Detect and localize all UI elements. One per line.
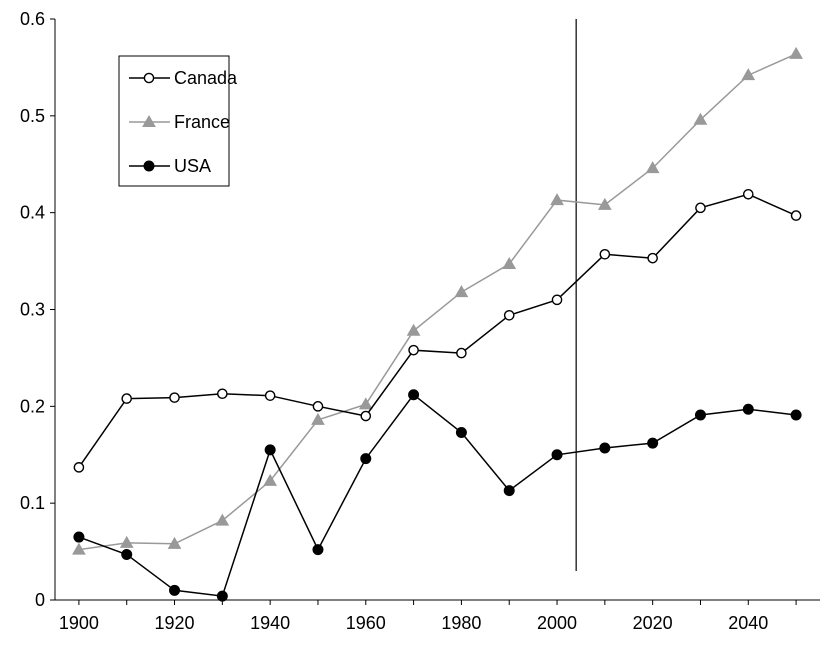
legend-marker-usa [143, 160, 155, 172]
legend-label-usa: USA [174, 156, 211, 176]
data-point-canada [169, 392, 180, 403]
data-point-canada [695, 202, 706, 214]
data-point-usa [264, 444, 276, 456]
data-point-usa [312, 544, 324, 556]
series-usa [73, 389, 802, 602]
data-point-france [167, 536, 182, 549]
y-tick-label: 0.6 [20, 9, 45, 29]
data-point-france [789, 46, 803, 59]
axes: 0 0.1 0.2 0.3 0.4 0.5 0.6 1900 1920 1940 1960 1980 2… [20, 9, 820, 633]
data-point-usa [121, 548, 133, 560]
x-tick-label: 1900 [59, 613, 99, 633]
y-tick-label: 0.4 [20, 203, 45, 223]
x-tick-label: 1940 [250, 613, 290, 633]
y-tick-label: 0.1 [20, 493, 45, 513]
data-point-canada [312, 401, 324, 412]
data-point-france [215, 513, 230, 526]
data-point-canada [408, 344, 419, 356]
y-tick-label: 0.5 [20, 106, 45, 126]
data-point-canada [121, 393, 133, 404]
data-point-usa [694, 409, 706, 421]
legend-label-canada: Canada [174, 68, 238, 88]
data-point-canada [551, 294, 563, 306]
data-point-usa [503, 485, 515, 497]
data-point-usa [742, 403, 754, 415]
data-point-france [72, 542, 86, 555]
legend-marker-france [142, 114, 156, 127]
y-tick-label: 0.3 [20, 300, 45, 320]
data-point-canada [73, 462, 85, 473]
x-tick-label: 1920 [155, 613, 195, 633]
series-line-canada [78, 193, 797, 468]
data-point-france [358, 397, 373, 410]
data-point-usa [216, 590, 228, 602]
series-line-usa [78, 393, 797, 597]
data-point-usa [599, 442, 611, 454]
data-point-canada [503, 310, 515, 321]
y-tick-label: 0 [35, 590, 45, 610]
data-point-usa [73, 531, 85, 543]
legend-label-france: France [174, 112, 230, 132]
legend-marker-canada [143, 72, 155, 84]
data-point-canada [456, 347, 467, 359]
data-point-canada [742, 188, 754, 200]
data-point-france [119, 535, 134, 548]
data-point-usa [169, 584, 181, 596]
data-point-france [693, 112, 708, 125]
data-point-canada [360, 410, 372, 422]
data-point-canada [264, 390, 276, 401]
data-point-canada [790, 210, 802, 221]
data-point-france [645, 161, 660, 174]
data-point-france [550, 193, 564, 206]
series-layer [72, 46, 803, 602]
x-tick-label: 2020 [633, 613, 673, 633]
series-canada [73, 188, 802, 473]
data-point-usa [408, 389, 420, 401]
data-point-france [502, 256, 517, 269]
x-tick-label: 1980 [441, 613, 481, 633]
data-point-canada [217, 388, 228, 400]
y-tick-label: 0.2 [20, 396, 45, 416]
data-point-canada [647, 252, 658, 264]
data-point-france [597, 197, 612, 210]
data-point-usa [455, 426, 467, 438]
legend-item-canada: Canada [129, 68, 238, 88]
x-tick-label: 1960 [346, 613, 386, 633]
legend-item-france: France [129, 112, 230, 132]
data-point-france [741, 68, 756, 81]
series-france [72, 46, 803, 555]
x-tick-label: 2000 [537, 613, 577, 633]
x-tick-label: 2040 [728, 613, 768, 633]
data-point-france [454, 285, 469, 298]
data-point-france [263, 473, 278, 486]
data-point-usa [647, 437, 659, 449]
data-point-france [311, 412, 325, 425]
data-point-usa [551, 449, 563, 461]
data-point-canada [599, 249, 611, 260]
legend: Canada France USA [118, 55, 238, 187]
legend-item-usa: USA [129, 156, 211, 176]
series-line-france [78, 53, 797, 551]
data-point-france [406, 323, 421, 336]
data-point-usa [360, 453, 372, 465]
data-point-usa [790, 409, 802, 421]
